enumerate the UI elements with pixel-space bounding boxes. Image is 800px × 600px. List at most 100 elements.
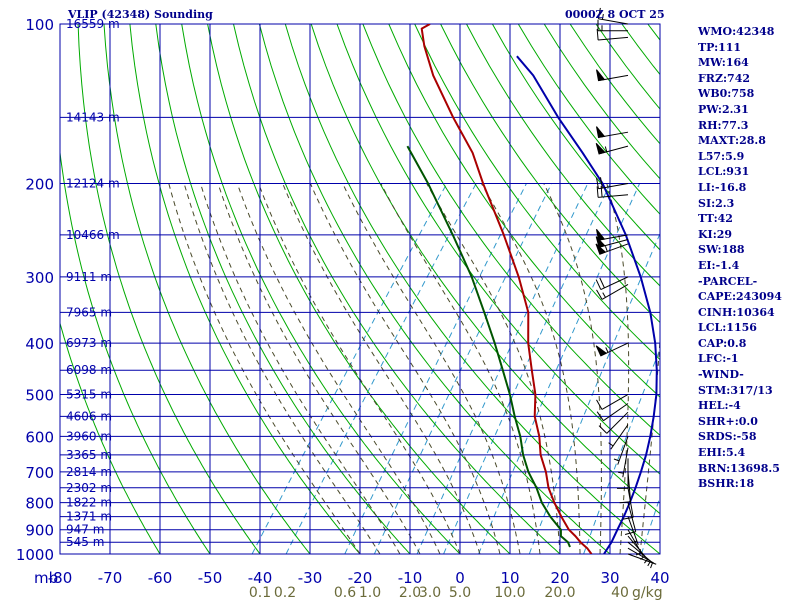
wind-barb-shaft xyxy=(601,283,629,300)
temperature-tick-label: -20 xyxy=(348,569,373,587)
wind-barb xyxy=(596,394,629,410)
mixing-ratio-line xyxy=(344,183,527,554)
wind-barb xyxy=(596,186,629,198)
index-item: CAP:0.8 xyxy=(698,336,747,350)
moist-adiabat-line xyxy=(217,183,421,554)
height-label: 4606 m xyxy=(66,409,112,423)
pressure-tick-label: 400 xyxy=(25,335,54,353)
wind-barb-shaft xyxy=(598,36,629,41)
index-item: STM:317/13 xyxy=(698,383,773,397)
dry-adiabat-line xyxy=(181,24,461,554)
wind-barb-flag xyxy=(619,501,631,504)
wind-barb xyxy=(595,276,629,291)
mixing-ratio-tick-label: 5.0 xyxy=(449,585,471,600)
pressure-tick-label: 1000 xyxy=(16,546,54,564)
height-label: 3365 m xyxy=(66,448,112,462)
wind-barb-shaft xyxy=(598,18,629,25)
height-label: 2814 m xyxy=(66,465,112,479)
wind-barb xyxy=(627,553,657,569)
mixing-ratio-tick-label: 0.1 xyxy=(249,585,271,600)
mixing-ratio-line xyxy=(640,495,660,554)
wind-barb-half-flag xyxy=(650,562,653,569)
mixing-ratio-line xyxy=(443,183,611,554)
dry-adiabat-line xyxy=(310,24,660,515)
index-item: RH:77.3 xyxy=(698,118,749,132)
wind-barb-pennant xyxy=(596,228,606,241)
wind-barb xyxy=(598,411,629,434)
temperature-tick-label: -40 xyxy=(248,569,273,587)
wind-barb-half-flag xyxy=(617,471,624,474)
wind-barb-flag xyxy=(596,289,603,300)
wind-barb-flag xyxy=(599,277,605,289)
index-item: TP:111 xyxy=(698,40,742,54)
temperature-tick-label: 10 xyxy=(500,569,519,587)
wind-barb-half-flag xyxy=(604,246,608,252)
moist-adiabat-line xyxy=(258,183,461,554)
mixing-ratio-tick-label: 0.2 xyxy=(274,585,296,600)
wind-barb xyxy=(619,471,632,504)
wind-barb-shaft xyxy=(627,487,634,518)
temperature-tick-label: -60 xyxy=(148,569,173,587)
mixing-ratio-line xyxy=(528,232,660,554)
wind-barb-flag xyxy=(596,411,604,421)
station-title: VLIP (42348) Sounding xyxy=(68,8,213,21)
index-item: HEL:-4 xyxy=(698,399,741,413)
wind-barb-flag xyxy=(596,29,599,41)
index-item: -PARCEL- xyxy=(698,274,758,288)
wind-barb-half-flag xyxy=(613,458,620,462)
wind-barb xyxy=(596,29,629,41)
index-item: WB0:758 xyxy=(698,87,755,101)
temperature-tick-label: 20 xyxy=(550,569,569,587)
height-label: 947 m xyxy=(66,523,104,537)
wind-barb xyxy=(622,487,634,520)
wind-barb-shaft xyxy=(627,502,637,532)
index-item: LI:-16.8 xyxy=(698,180,747,194)
pressure-tick-label: 800 xyxy=(25,495,54,513)
wind-barb xyxy=(627,516,639,545)
sounding-datetime: 0000Z 8 OCT 25 xyxy=(565,8,665,21)
wind-barb-flag xyxy=(598,425,608,434)
wind-barb-half-flag xyxy=(605,347,609,353)
wind-barb xyxy=(596,69,629,82)
mixing-ratio-tick-label: 2.0 xyxy=(399,585,421,600)
index-item: WMO:42348 xyxy=(698,25,775,38)
height-label: 545 m xyxy=(66,535,104,549)
height-label: 5315 m xyxy=(66,387,112,401)
pressure-tick-label: 200 xyxy=(25,176,54,194)
wind-barb-pennant xyxy=(596,69,606,82)
wind-barb-shaft xyxy=(627,553,657,565)
wind-barb-half-flag xyxy=(608,442,614,447)
index-item: CINH:10364 xyxy=(698,305,775,319)
pressure-tick-label: 300 xyxy=(25,269,54,287)
temperature-tick-label: -70 xyxy=(98,569,123,587)
pressure-unit-label: mb xyxy=(34,569,58,587)
height-label: 14143 m xyxy=(66,110,120,124)
index-item: FRZ:742 xyxy=(698,71,751,85)
wind-barb xyxy=(617,447,629,478)
height-label: 9111 m xyxy=(66,270,112,284)
wind-barb-flag xyxy=(596,186,599,198)
index-item: L57:5.9 xyxy=(698,149,745,163)
temperature-tick-label: -50 xyxy=(198,569,223,587)
wind-barb-half-flag xyxy=(631,540,638,544)
mixing-ratio-line xyxy=(416,183,589,554)
mixing-ratio-line xyxy=(285,183,477,554)
wind-barb-flag xyxy=(597,7,601,19)
height-label: 1371 m xyxy=(66,510,112,524)
index-item: SHR+:0.0 xyxy=(698,414,758,428)
index-item: MAXT:28.8 xyxy=(698,134,766,148)
wind-barb xyxy=(597,7,629,25)
wind-barb-shaft xyxy=(627,516,639,545)
index-item: EI:-1.4 xyxy=(698,258,740,272)
wind-barb-half-flag xyxy=(604,146,608,152)
mixing-ratio-tick-label: 10.0 xyxy=(494,585,525,600)
wind-barb-shaft xyxy=(601,394,629,410)
wind-barb-flag xyxy=(600,186,603,198)
mixing-ratio-unit-label: g/kg xyxy=(632,585,663,600)
wind-barb-shaft xyxy=(598,194,629,198)
temperature-tick-label: -80 xyxy=(48,569,73,587)
height-label: 10466 m xyxy=(66,228,120,242)
wind-barb-shaft xyxy=(610,424,629,450)
wind-barb xyxy=(608,424,629,450)
wind-barb-column xyxy=(595,7,657,569)
